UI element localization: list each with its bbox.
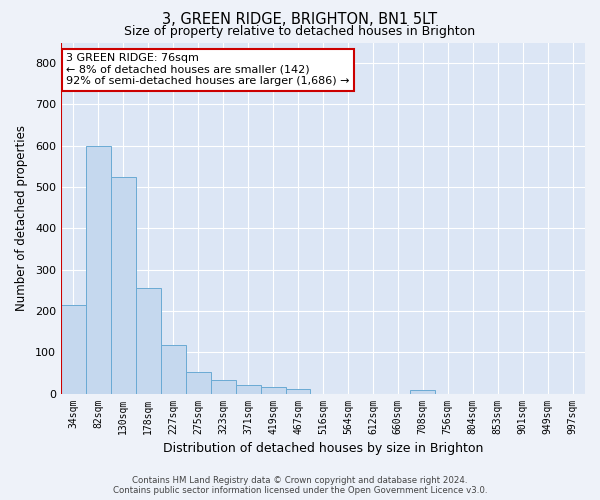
Bar [410,390,435,394]
Text: Contains public sector information licensed under the Open Government Licence v3: Contains public sector information licen… [113,486,487,495]
Bar [61,305,86,394]
Bar [111,176,136,394]
Bar [286,389,310,394]
Y-axis label: Number of detached properties: Number of detached properties [15,125,28,311]
Text: 3 GREEN RIDGE: 76sqm
← 8% of detached houses are smaller (142)
92% of semi-detac: 3 GREEN RIDGE: 76sqm ← 8% of detached ho… [66,53,350,86]
Bar [136,288,161,394]
Bar [86,146,111,394]
Text: 3, GREEN RIDGE, BRIGHTON, BN1 5LT: 3, GREEN RIDGE, BRIGHTON, BN1 5LT [163,12,437,28]
Bar [161,345,186,394]
Text: Contains HM Land Registry data © Crown copyright and database right 2024.: Contains HM Land Registry data © Crown c… [132,476,468,485]
Bar [186,372,211,394]
Bar [260,387,286,394]
Text: Size of property relative to detached houses in Brighton: Size of property relative to detached ho… [124,25,476,38]
Bar [211,380,236,394]
X-axis label: Distribution of detached houses by size in Brighton: Distribution of detached houses by size … [163,442,483,455]
Bar [236,386,260,394]
